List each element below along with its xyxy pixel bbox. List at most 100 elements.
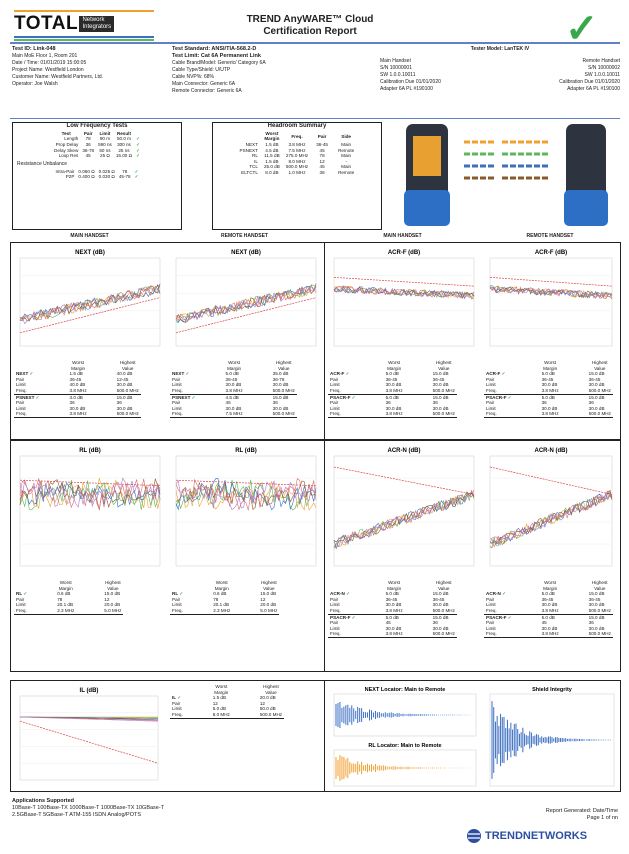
table-row: Limit 30.0 dB 30.0 dB: [328, 626, 457, 632]
table-cell: PSNEXT: [239, 147, 258, 153]
table-cell: 500.0 MHz: [404, 411, 457, 418]
table-cell: Loop Res: [58, 153, 79, 159]
il-results: Worst Margin Highest Value IL ✓ 1.5 dB 20.0 …: [170, 684, 320, 719]
header-cell: [14, 580, 29, 591]
table-cell: 500.0 MHz: [404, 387, 457, 395]
shield-integrity-chart: Shield Integrity: [489, 687, 615, 787]
result-table: Worst Margin Highest Value RL ✓ 0.6 dB 15.0 …: [170, 580, 280, 615]
table-cell: Freq.: [170, 607, 186, 615]
table-row: Freq. 3.8 MHz 500.0 MHz: [328, 607, 457, 615]
table-cell: Freq.: [170, 711, 185, 719]
table-cell: Pair: [486, 596, 495, 602]
result-label: NEXT ✓: [170, 371, 198, 377]
table-cell: IL: [254, 158, 258, 164]
header-cell: Limit: [99, 130, 111, 136]
header-cell: Highest Value: [263, 684, 279, 695]
table-cell: Pair: [172, 700, 181, 706]
table-cell: Freq.: [484, 607, 514, 615]
result-label: ACR-F ✓: [328, 371, 358, 377]
table-row: Limit 30.0 dB 30.0 dB: [484, 406, 613, 412]
limit-line: [489, 466, 613, 495]
chart-title: RL Locator: Main to Remote: [368, 743, 441, 749]
result-name: RL: [16, 591, 23, 597]
table-cell: 0.025 Ω: [98, 168, 115, 174]
info-line: Date / Time: 01/01/2019 15:00:05: [12, 60, 87, 66]
table-cell: 20.1 dB: [213, 602, 230, 608]
table-cell: Limit: [486, 625, 496, 631]
next-remote-chart: NEXT (dB): [175, 250, 317, 347]
trace-line: [333, 492, 475, 550]
table-row: Pair 36-45 12-45: [14, 377, 141, 383]
pass-check-icon: ✓: [350, 394, 356, 400]
result-label: PSACR-F ✓: [484, 614, 514, 620]
table-row: Freq. 2.3 MHz 5.0 MHz: [170, 607, 280, 615]
table-cell: 36: [385, 400, 391, 406]
table-row: Limit 30.0 dB 30.0 dB: [170, 382, 297, 388]
header-cell: [236, 131, 260, 142]
table-row: Limit 30.0 dB 30.0 dB: [328, 602, 457, 608]
header-cell: [328, 360, 358, 371]
table-row: Pair 45 36: [328, 620, 457, 626]
table-row: Freq. 7.5 MHz 500.0 MHz: [170, 411, 297, 418]
pass-check-icon: ✓: [176, 695, 182, 701]
limit-line: [19, 297, 161, 334]
info-line: SW 1.0.0.10011: [380, 72, 416, 78]
info-line: SW 1.0.0.10011: [584, 72, 621, 78]
result-table: Worst Margin Highest Value RL ✓ 0.6 dB 15.0 …: [14, 580, 124, 615]
table-cell: Pair: [486, 376, 495, 382]
table-cell: Pair: [330, 620, 339, 626]
table-row: Freq. 3.8 MHz 500.0 MHz: [484, 607, 613, 615]
apps-line1: 10Base-T 100Base-TX 1000Base-T 1000Base-…: [12, 805, 165, 811]
table-cell: 30.0 dB: [272, 382, 289, 388]
table-cell: 36: [116, 400, 122, 406]
apps-title: Applications Supported: [12, 798, 75, 804]
result-name: PSACR-F: [486, 394, 507, 400]
table-row: Limit 30.0 dB 30.0 dB: [328, 406, 457, 412]
table-cell: 30.0 dB: [588, 625, 605, 631]
table-cell: 500.0 MHz: [88, 387, 141, 395]
table-cell: 1.5 dB: [69, 371, 83, 377]
limit-line: [489, 277, 613, 287]
trace-line: [489, 285, 613, 299]
table-cell: 2.3 MHz: [29, 607, 77, 615]
table-cell: 8.0 dB: [265, 170, 279, 176]
table-row: IL 1.5 dB 8.0 MHz 12 -: [236, 159, 358, 165]
table-cell: 15.0 dB: [432, 614, 449, 620]
header-cell: Highest Value: [435, 580, 452, 591]
table-cell: Pair: [172, 596, 181, 602]
rl-locator-chart: RL Locator: Main to Remote: [333, 743, 477, 787]
table-cell: 3.8 MHz: [357, 607, 405, 615]
plot-area: [333, 257, 475, 347]
pass-check-icon: ✓: [184, 371, 190, 377]
table-cell: 5.0 MHz: [76, 607, 124, 615]
table-cell: 0.060 Ω: [78, 168, 95, 174]
table-cell: 15.0 dB: [432, 394, 449, 400]
table-cell: 45: [85, 153, 91, 159]
header-cell: Worst Margin: [227, 360, 242, 371]
headroom-title: Headroom Summary: [267, 123, 327, 129]
chart-title: RL (dB): [79, 448, 101, 454]
table-cell: 0.400 Ω: [78, 174, 95, 180]
table-cell: 30.0 dB: [541, 382, 558, 388]
apps-line2: 2.5GBase-T 5GBase-T ATM-155 ISDN Analog/…: [12, 812, 142, 818]
plot-area: [19, 695, 159, 781]
table-cell: 30.0 dB: [385, 382, 402, 388]
table-cell: Main: [341, 164, 352, 170]
remote-handset-base: [564, 190, 608, 226]
plot-area: [489, 257, 613, 347]
plot-area: [175, 257, 317, 347]
acrf-remote-results: Worst Margin Highest Value ACR-F ✓ 5.0 dB 15…: [484, 360, 629, 418]
table-cell: Freq.: [14, 607, 30, 615]
table-cell: 590 ns: [98, 142, 112, 148]
table-row: Freq. 3.8 MHz 500.0 MHz: [484, 411, 613, 418]
table-row: Freq. 3.8 MHz 500.0 MHz: [328, 411, 457, 418]
result-table: Worst Margin Highest Value NEXT ✓ 1.5 dB 40.…: [14, 360, 141, 418]
title-line2: Certification Report: [263, 25, 357, 37]
header-cell: Worst Margin: [543, 580, 558, 591]
table-row: Freq. 3.8 MHz 500.0 MHz: [14, 387, 141, 395]
table-row: Limit 30.0 dB 30.0 dB: [484, 602, 613, 608]
table-cell: 3.8 MHz: [513, 387, 561, 395]
table-row: Pair 36 36: [14, 400, 141, 406]
info-line: S/N 10000002: [588, 65, 620, 71]
table-cell: 45-78: [118, 174, 131, 180]
